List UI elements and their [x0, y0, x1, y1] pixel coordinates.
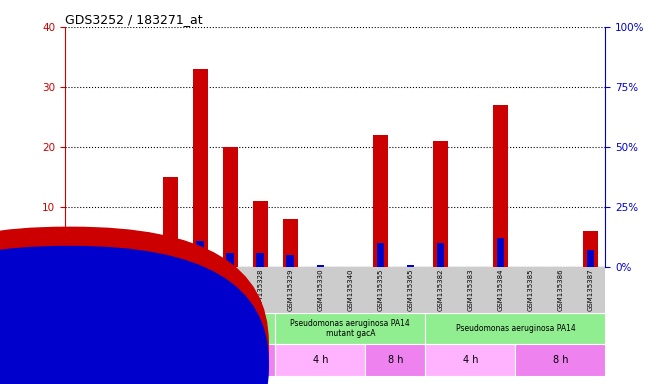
Bar	[437, 243, 444, 267]
Text: GSM135365: GSM135365	[408, 268, 413, 311]
Text: GSM135383: GSM135383	[467, 268, 473, 311]
Bar	[407, 265, 414, 267]
Bar	[587, 250, 594, 267]
Text: GSM135328: GSM135328	[257, 268, 263, 311]
Text: 4 h: 4 h	[102, 355, 118, 365]
Text: 8 h: 8 h	[208, 355, 223, 365]
Text: 4 h: 4 h	[312, 355, 328, 365]
Text: GSM135355: GSM135355	[378, 268, 383, 311]
Bar	[256, 253, 264, 267]
Text: percentile rank within the sample: percentile rank within the sample	[78, 362, 243, 372]
Bar	[425, 344, 516, 376]
Bar	[65, 344, 155, 376]
Bar	[253, 201, 268, 267]
Text: 4 h: 4 h	[463, 355, 478, 365]
Text: GSM135325: GSM135325	[167, 268, 173, 311]
Bar	[316, 265, 324, 267]
Bar	[163, 177, 178, 267]
Text: 8 h: 8 h	[553, 355, 568, 365]
Bar	[493, 105, 508, 267]
Text: Escherichia coli OP50: Escherichia coli OP50	[129, 324, 211, 333]
Bar	[275, 313, 425, 344]
Bar	[65, 267, 605, 313]
Text: count: count	[78, 343, 105, 353]
Bar	[193, 69, 208, 267]
Bar	[65, 313, 275, 344]
Bar	[497, 238, 504, 267]
Text: GSM135387: GSM135387	[587, 268, 594, 311]
Text: time: time	[44, 351, 65, 360]
Text: 8 h: 8 h	[387, 355, 403, 365]
Bar	[425, 313, 605, 344]
Bar	[583, 231, 598, 267]
Bar	[433, 141, 448, 267]
Bar	[167, 241, 174, 267]
Bar	[516, 344, 605, 376]
Text: GSM135385: GSM135385	[527, 268, 533, 311]
Bar	[223, 147, 238, 267]
Text: GSM135340: GSM135340	[347, 268, 353, 311]
Bar	[73, 243, 88, 267]
Bar	[76, 250, 84, 267]
Bar	[197, 241, 204, 267]
Bar	[373, 135, 388, 267]
Text: GSM135327: GSM135327	[227, 268, 233, 311]
Text: GSM135323: GSM135323	[107, 268, 113, 311]
Bar	[365, 344, 425, 376]
Text: Pseudomonas aeruginosa PA14
mutant gacA: Pseudomonas aeruginosa PA14 mutant gacA	[290, 319, 410, 338]
Text: GSM135382: GSM135382	[437, 268, 443, 311]
Text: GSM135386: GSM135386	[557, 268, 563, 311]
Bar	[227, 253, 234, 267]
Text: GSM135324: GSM135324	[137, 268, 143, 311]
Text: GDS3252 / 183271_at: GDS3252 / 183271_at	[65, 13, 202, 26]
Text: Pseudomonas aeruginosa PA14: Pseudomonas aeruginosa PA14	[456, 324, 575, 333]
Bar	[155, 344, 275, 376]
Text: GSM135329: GSM135329	[287, 268, 293, 311]
Text: GSM135326: GSM135326	[197, 268, 203, 311]
Bar	[286, 255, 294, 267]
Bar	[275, 344, 365, 376]
Bar	[283, 219, 298, 267]
Text: infection: infection	[25, 319, 65, 328]
Bar	[376, 243, 384, 267]
Text: GSM135322: GSM135322	[77, 268, 83, 311]
Text: GSM135330: GSM135330	[317, 268, 324, 311]
Text: GSM135384: GSM135384	[497, 268, 503, 311]
